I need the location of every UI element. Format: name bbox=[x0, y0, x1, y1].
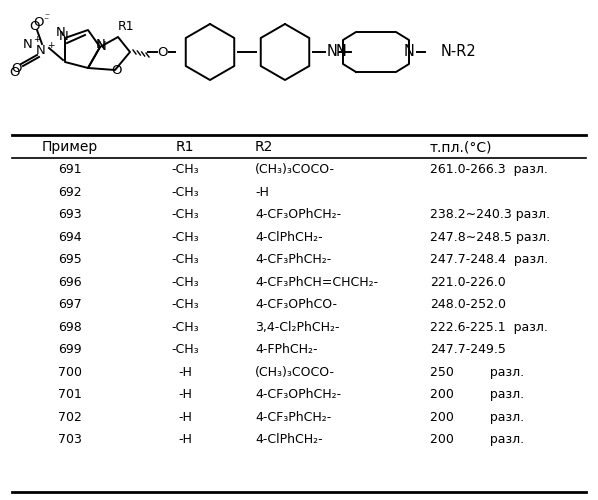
Text: N: N bbox=[56, 26, 66, 38]
Text: 702: 702 bbox=[58, 411, 82, 424]
Text: 4-CF₃OPhCO-: 4-CF₃OPhCO- bbox=[255, 298, 337, 312]
Text: -CH₃: -CH₃ bbox=[171, 321, 199, 334]
Text: 700: 700 bbox=[58, 366, 82, 379]
Text: N: N bbox=[96, 38, 106, 51]
Text: N: N bbox=[404, 44, 414, 60]
Text: N: N bbox=[23, 38, 33, 52]
Text: N-R2: N-R2 bbox=[441, 44, 477, 60]
Text: 3,4-Cl₂PhCH₂-: 3,4-Cl₂PhCH₂- bbox=[255, 321, 340, 334]
Text: (CH₃)₃COCO-: (CH₃)₃COCO- bbox=[255, 366, 335, 379]
Text: N: N bbox=[327, 44, 337, 59]
Text: -CH₃: -CH₃ bbox=[171, 276, 199, 289]
Text: N: N bbox=[335, 44, 346, 60]
Text: 248.0-252.0: 248.0-252.0 bbox=[430, 298, 506, 312]
Text: 691: 691 bbox=[58, 164, 82, 176]
Text: -CH₃: -CH₃ bbox=[171, 254, 199, 266]
Text: 4-CF₃PhCH₂-: 4-CF₃PhCH₂- bbox=[255, 254, 331, 266]
Text: -CH₃: -CH₃ bbox=[171, 164, 199, 176]
Text: Пример: Пример bbox=[42, 140, 98, 154]
Text: 4-ClPhCH₂-: 4-ClPhCH₂- bbox=[255, 231, 323, 244]
Text: 4-CF₃OPhCH₂-: 4-CF₃OPhCH₂- bbox=[255, 388, 341, 402]
Text: 699: 699 bbox=[58, 344, 82, 356]
Text: R1: R1 bbox=[118, 20, 135, 34]
Text: 261.0-266.3  разл.: 261.0-266.3 разл. bbox=[430, 164, 548, 176]
Text: N: N bbox=[36, 44, 46, 58]
Text: O: O bbox=[33, 16, 43, 28]
Text: 693: 693 bbox=[58, 208, 82, 222]
Text: 247.7-248.4  разл.: 247.7-248.4 разл. bbox=[430, 254, 548, 266]
Text: O: O bbox=[10, 66, 20, 78]
Text: 698: 698 bbox=[58, 321, 82, 334]
Text: 703: 703 bbox=[58, 434, 82, 446]
Text: 701: 701 bbox=[58, 388, 82, 402]
Text: ⁻: ⁻ bbox=[44, 16, 48, 26]
Text: -CH₃: -CH₃ bbox=[171, 231, 199, 244]
Text: 200         разл.: 200 разл. bbox=[430, 434, 524, 446]
Text: 696: 696 bbox=[58, 276, 82, 289]
Text: (CH₃)₃COCO-: (CH₃)₃COCO- bbox=[255, 164, 335, 176]
Text: 4-FPhCH₂-: 4-FPhCH₂- bbox=[255, 344, 318, 356]
Text: т.пл.(°C): т.пл.(°C) bbox=[430, 140, 493, 154]
Text: 222.6-225.1  разл.: 222.6-225.1 разл. bbox=[430, 321, 548, 334]
Text: 200         разл.: 200 разл. bbox=[430, 411, 524, 424]
Text: +: + bbox=[47, 40, 55, 50]
Text: O: O bbox=[111, 64, 121, 78]
Text: 250         разл.: 250 разл. bbox=[430, 366, 524, 379]
Text: 247.8∼248.5 разл.: 247.8∼248.5 разл. bbox=[430, 231, 550, 244]
Text: 247.7-249.5: 247.7-249.5 bbox=[430, 344, 506, 356]
Text: -CH₃: -CH₃ bbox=[171, 208, 199, 222]
Text: -CH₃: -CH₃ bbox=[171, 344, 199, 356]
Text: -H: -H bbox=[178, 411, 192, 424]
Text: 692: 692 bbox=[58, 186, 82, 199]
Text: -H: -H bbox=[255, 186, 269, 199]
Text: O: O bbox=[30, 20, 40, 32]
Text: +: + bbox=[33, 36, 41, 44]
Text: -H: -H bbox=[178, 388, 192, 402]
Text: -H: -H bbox=[178, 434, 192, 446]
Text: -CH₃: -CH₃ bbox=[171, 186, 199, 199]
Text: 4-ClPhCH₂-: 4-ClPhCH₂- bbox=[255, 434, 323, 446]
Text: 238.2∼240.3 разл.: 238.2∼240.3 разл. bbox=[430, 208, 550, 222]
Text: R2: R2 bbox=[255, 140, 273, 154]
Text: 200         разл.: 200 разл. bbox=[430, 388, 524, 402]
Bar bbox=[0, 0, 598, 140]
Text: 697: 697 bbox=[58, 298, 82, 312]
Text: 221.0-226.0: 221.0-226.0 bbox=[430, 276, 506, 289]
Text: 4-CF₃PhCH=CHCH₂-: 4-CF₃PhCH=CHCH₂- bbox=[255, 276, 378, 289]
Text: O: O bbox=[158, 46, 168, 59]
Text: N: N bbox=[59, 30, 69, 44]
Text: 694: 694 bbox=[58, 231, 82, 244]
Text: -H: -H bbox=[178, 366, 192, 379]
Text: ⁻: ⁻ bbox=[44, 12, 50, 22]
Text: 4-CF₃OPhCH₂-: 4-CF₃OPhCH₂- bbox=[255, 208, 341, 222]
Text: R1: R1 bbox=[176, 140, 194, 154]
Text: O: O bbox=[11, 62, 22, 74]
Text: N: N bbox=[97, 40, 107, 52]
Text: 695: 695 bbox=[58, 254, 82, 266]
Text: 4-CF₃PhCH₂-: 4-CF₃PhCH₂- bbox=[255, 411, 331, 424]
Text: -CH₃: -CH₃ bbox=[171, 298, 199, 312]
